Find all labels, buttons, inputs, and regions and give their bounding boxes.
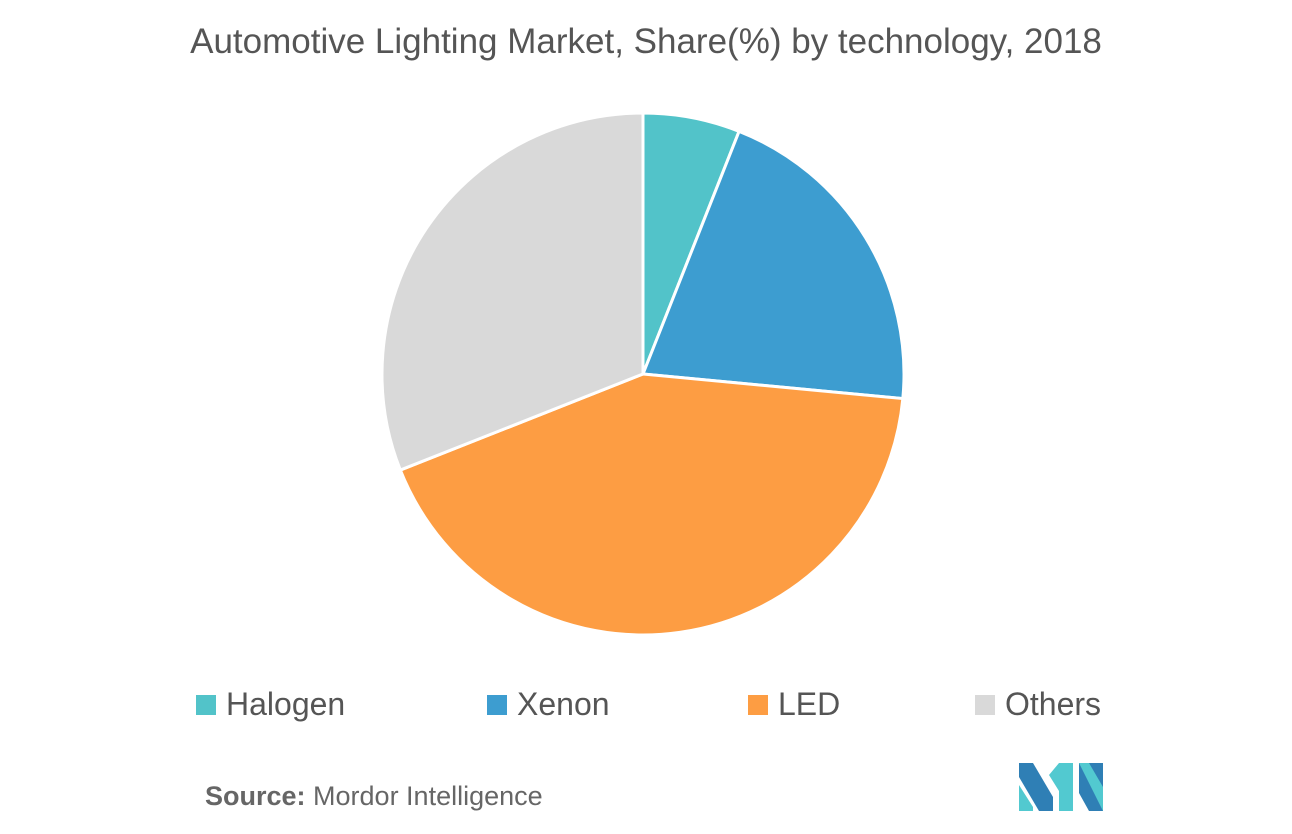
legend-swatch: [748, 694, 768, 715]
legend-item-others: Others: [975, 686, 1101, 723]
source-label: Source:: [205, 781, 306, 811]
legend-swatch: [975, 694, 995, 715]
pie-chart: [380, 111, 906, 637]
legend-item-xenon: Xenon: [487, 686, 610, 723]
legend-label: LED: [778, 686, 841, 722]
source-text: Mordor Intelligence: [305, 781, 543, 811]
legend-swatch: [487, 694, 507, 715]
legend-label: Xenon: [517, 686, 610, 722]
legend-label: Halogen: [226, 686, 346, 722]
chart-title: Automotive Lighting Market, Share(%) by …: [190, 22, 1102, 61]
legend-label: Others: [1005, 686, 1102, 722]
legend-item-halogen: Halogen: [196, 686, 345, 723]
pie-slice-led: [398, 372, 905, 637]
legend-item-led: LED: [748, 686, 840, 723]
pie-slice-others: [380, 111, 645, 473]
mordor-intelligence-logo: [1019, 763, 1103, 811]
pie-slice-xenon: [640, 129, 906, 401]
source-note: Source: Mordor Intelligence: [205, 781, 543, 812]
legend-swatch: [196, 694, 216, 715]
